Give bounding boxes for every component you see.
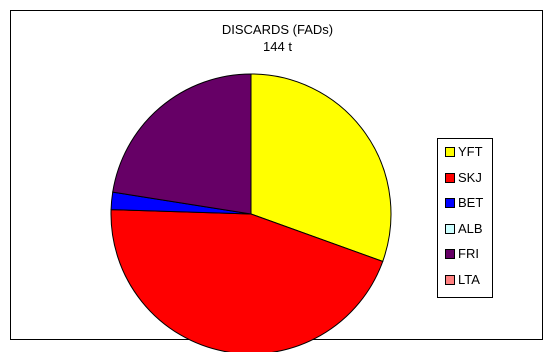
legend-label: BET [458,195,484,210]
pie-slice-fri [112,73,252,215]
legend-item-bet: BET [445,196,483,210]
legend-label: FRI [458,246,479,261]
legend-swatch [445,223,455,234]
legend-label: SKJ [458,169,482,185]
legend-label: LTA [458,271,480,287]
legend-item-fri: FRI [445,247,479,261]
pie-slice-skj [110,209,384,352]
chart-subtitle: 144 t [263,39,292,54]
legend-label: YFT [458,144,483,159]
legend-swatch [445,274,455,285]
legend-label: ALB [458,220,483,236]
legend-swatch [445,147,455,157]
legend-item-lta: LTA [445,271,480,287]
pie-slice-yft [250,73,392,263]
legend-swatch [445,198,455,208]
legend-swatch [445,172,455,183]
legend-item-yft: YFT [445,145,483,159]
chart-legend: YFT SKJ BET ALB FRI LTA [437,138,493,298]
chart-title-block: DISCARDS (FADs) 144 t [0,21,555,55]
legend-item-alb: ALB [445,220,483,236]
legend-swatch [445,249,455,259]
chart-title: DISCARDS (FADs) [221,22,334,37]
legend-item-skj: SKJ [445,169,482,185]
